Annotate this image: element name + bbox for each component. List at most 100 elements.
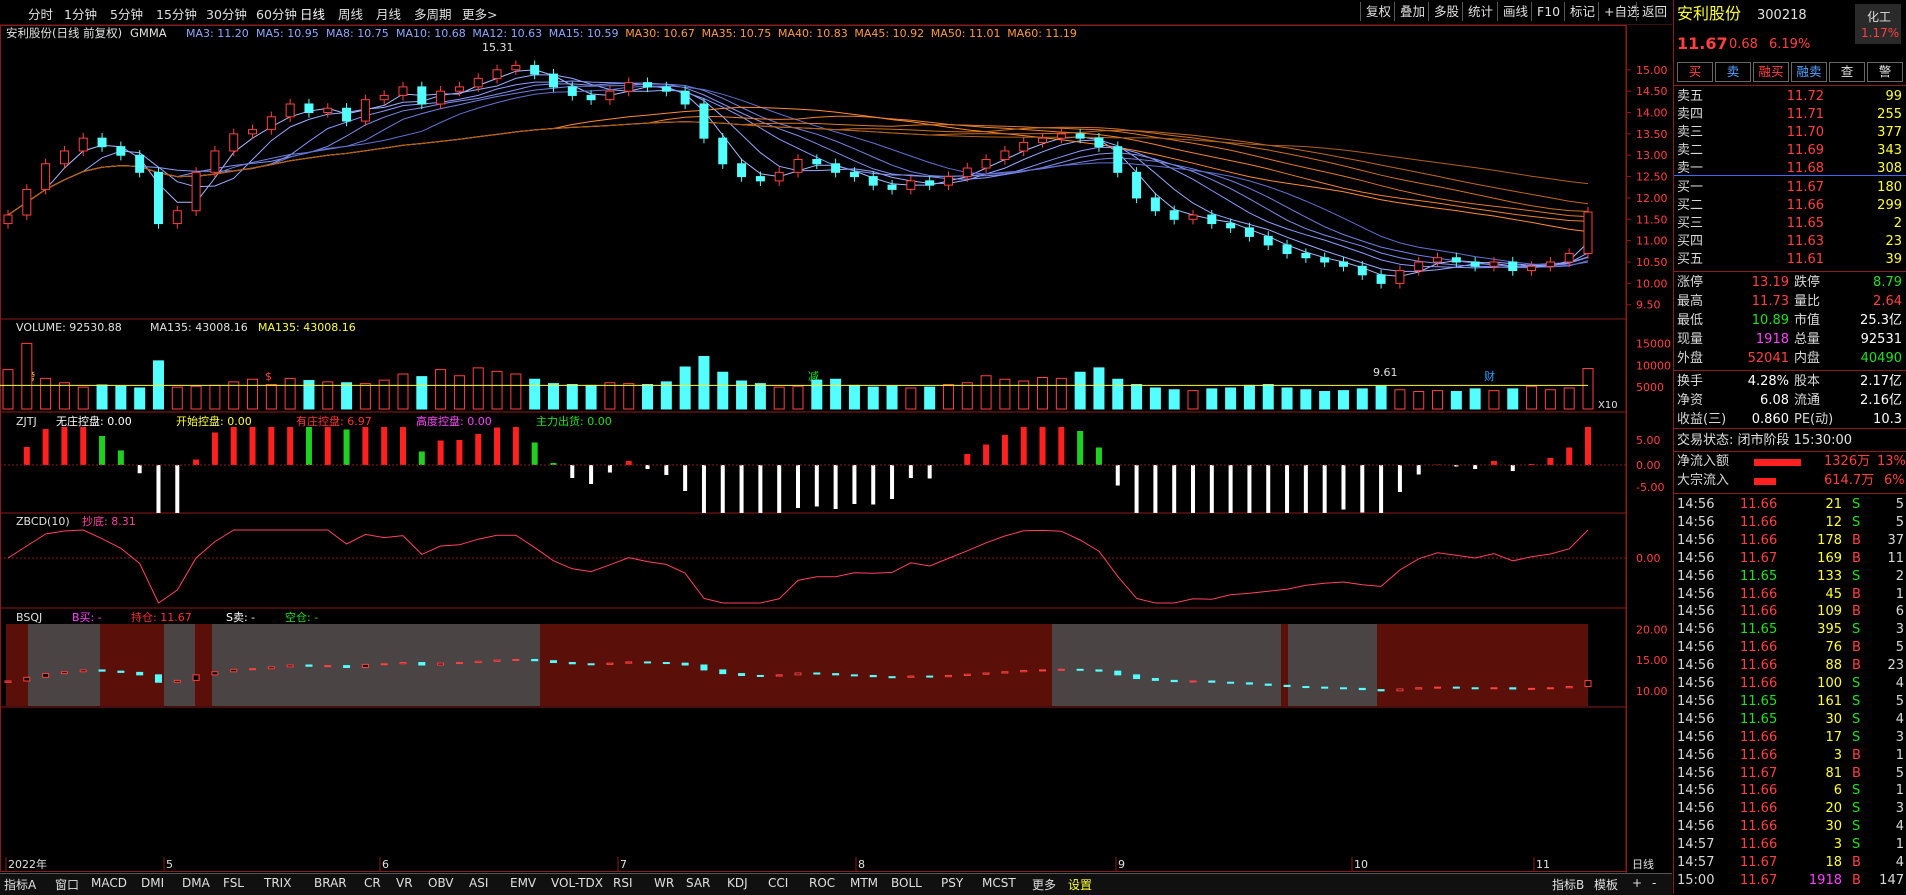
- volume-bar[interactable]: [529, 378, 541, 410]
- zjtj-bar[interactable]: [381, 427, 388, 465]
- volume-bar[interactable]: [830, 378, 842, 410]
- bsqj-candle[interactable]: [1039, 669, 1047, 672]
- bsqj-candle[interactable]: [1565, 686, 1573, 689]
- candle[interactable]: [1244, 227, 1254, 237]
- volume-bar[interactable]: [491, 370, 503, 410]
- zjtj-bar[interactable]: [964, 454, 971, 465]
- volume-bar[interactable]: [886, 385, 898, 410]
- indicator-tab-7[interactable]: BRAR: [314, 876, 347, 890]
- bsqj-candle[interactable]: [1189, 680, 1197, 683]
- volume-bar[interactable]: [604, 382, 616, 410]
- bsqj-candles[interactable]: [4, 658, 1592, 692]
- bsqj-candle[interactable]: [324, 665, 332, 668]
- candle[interactable]: [1527, 265, 1537, 272]
- candle[interactable]: [943, 176, 953, 186]
- bsqj-candle[interactable]: [794, 672, 802, 676]
- zjtj-bar[interactable]: [1209, 465, 1214, 513]
- zjtj-bar[interactable]: [833, 465, 838, 509]
- bsqj-candle[interactable]: [982, 672, 990, 675]
- volume-bar[interactable]: [472, 367, 484, 410]
- volume-bar[interactable]: [284, 377, 296, 410]
- bsqj-candle[interactable]: [1396, 688, 1404, 692]
- toolbar-button-3[interactable]: 统计: [1462, 2, 1498, 21]
- volume-bar[interactable]: [1112, 378, 1124, 410]
- toolbar-button-0[interactable]: 复权: [1360, 2, 1396, 21]
- zjtj-bar[interactable]: [1360, 465, 1365, 513]
- bsqj-candle[interactable]: [775, 674, 783, 677]
- indicator-tab-17[interactable]: KDJ: [727, 876, 748, 890]
- trade-button-2[interactable]: 融买: [1753, 62, 1789, 82]
- candle[interactable]: [1338, 261, 1348, 267]
- bsqj-candle[interactable]: [1452, 686, 1460, 689]
- bsqj-candle[interactable]: [1509, 687, 1517, 690]
- volume-bar[interactable]: [1300, 389, 1312, 410]
- volume-bar[interactable]: [1168, 389, 1180, 410]
- candle[interactable]: [304, 103, 314, 114]
- candle[interactable]: [342, 107, 352, 122]
- candle[interactable]: [586, 94, 596, 101]
- bsqj-candle[interactable]: [907, 675, 915, 678]
- candle[interactable]: [3, 214, 13, 225]
- indicator-tab-3[interactable]: DMI: [141, 876, 165, 890]
- zjtj-bar[interactable]: [1285, 465, 1290, 513]
- candle[interactable]: [323, 107, 333, 114]
- volume-bar[interactable]: [1507, 388, 1519, 410]
- zjtj-bar[interactable]: [550, 463, 557, 465]
- candle[interactable]: [1376, 274, 1386, 284]
- zjtj-bar[interactable]: [1095, 447, 1102, 466]
- volume-bar[interactable]: [1488, 390, 1500, 410]
- volume-bar[interactable]: [1337, 390, 1349, 410]
- zjtj-bar[interactable]: [249, 427, 256, 465]
- volume-bar[interactable]: [1243, 384, 1255, 410]
- zjtj-bar[interactable]: [570, 465, 575, 478]
- bsqj-candle[interactable]: [549, 660, 557, 664]
- bids-price-2[interactable]: 11.65: [1786, 216, 1824, 231]
- bsqj-candle[interactable]: [192, 674, 200, 681]
- candle[interactable]: [699, 103, 709, 139]
- bsqj-candle[interactable]: [1020, 670, 1028, 673]
- bottom-right-button-2[interactable]: +: [1632, 876, 1643, 890]
- toolbar-button-4[interactable]: 画线: [1497, 2, 1533, 21]
- volume-bar[interactable]: [1074, 371, 1086, 410]
- trade-button-0[interactable]: 买: [1677, 62, 1713, 82]
- zjtj-bar[interactable]: [193, 459, 200, 465]
- volume-bar[interactable]: [228, 381, 240, 410]
- zjtj-bar[interactable]: [175, 465, 180, 513]
- candle[interactable]: [473, 77, 483, 88]
- indicator-tab-9[interactable]: VR: [396, 876, 413, 890]
- period-0[interactable]: 分时: [28, 7, 54, 22]
- bsqj-candle[interactable]: [1057, 668, 1065, 671]
- candle[interactable]: [266, 116, 276, 131]
- zjtj-bar[interactable]: [1134, 465, 1139, 513]
- bsqj-candle[interactable]: [850, 674, 858, 677]
- bsqj-candle[interactable]: [1151, 678, 1159, 681]
- indicator-tab-0[interactable]: 指标A: [4, 878, 37, 892]
- bsqj-candle[interactable]: [286, 664, 294, 668]
- bsqj-candle[interactable]: [1471, 687, 1479, 690]
- bsqj-candle[interactable]: [1415, 687, 1423, 690]
- period-10[interactable]: 更多>: [462, 7, 498, 22]
- zjtj-bar[interactable]: [512, 427, 519, 465]
- zjtj-bar[interactable]: [739, 465, 744, 513]
- bsqj-candle[interactable]: [926, 675, 934, 678]
- candle[interactable]: [868, 176, 878, 186]
- volume-bar[interactable]: [435, 369, 447, 410]
- volume-bar[interactable]: [378, 379, 390, 410]
- zjtj-bar[interactable]: [1416, 465, 1421, 475]
- zjtj-bar[interactable]: [305, 427, 312, 465]
- period-4[interactable]: 30分钟: [206, 7, 247, 22]
- volume-bar[interactable]: [961, 382, 973, 410]
- candlesticks[interactable]: [3, 60, 1593, 289]
- candle[interactable]: [1470, 261, 1480, 267]
- bsqj-candle[interactable]: [944, 674, 952, 678]
- bsqj-candle[interactable]: [963, 673, 971, 676]
- trade-button-5[interactable]: 警: [1867, 62, 1903, 82]
- zjtj-bar[interactable]: [117, 450, 124, 465]
- period-9[interactable]: 多周期: [414, 7, 452, 22]
- zjtj-bar[interactable]: [1247, 465, 1252, 513]
- volume-bar[interactable]: [642, 384, 654, 410]
- chart-area[interactable]: 安利股份(日线 前复权) GMMA MA3: 11.20 MA5: 10.95 MA…: [0, 25, 1672, 873]
- zjtj-bar[interactable]: [99, 436, 106, 465]
- candle[interactable]: [624, 82, 634, 92]
- indicator-tab-22[interactable]: PSY: [941, 876, 964, 890]
